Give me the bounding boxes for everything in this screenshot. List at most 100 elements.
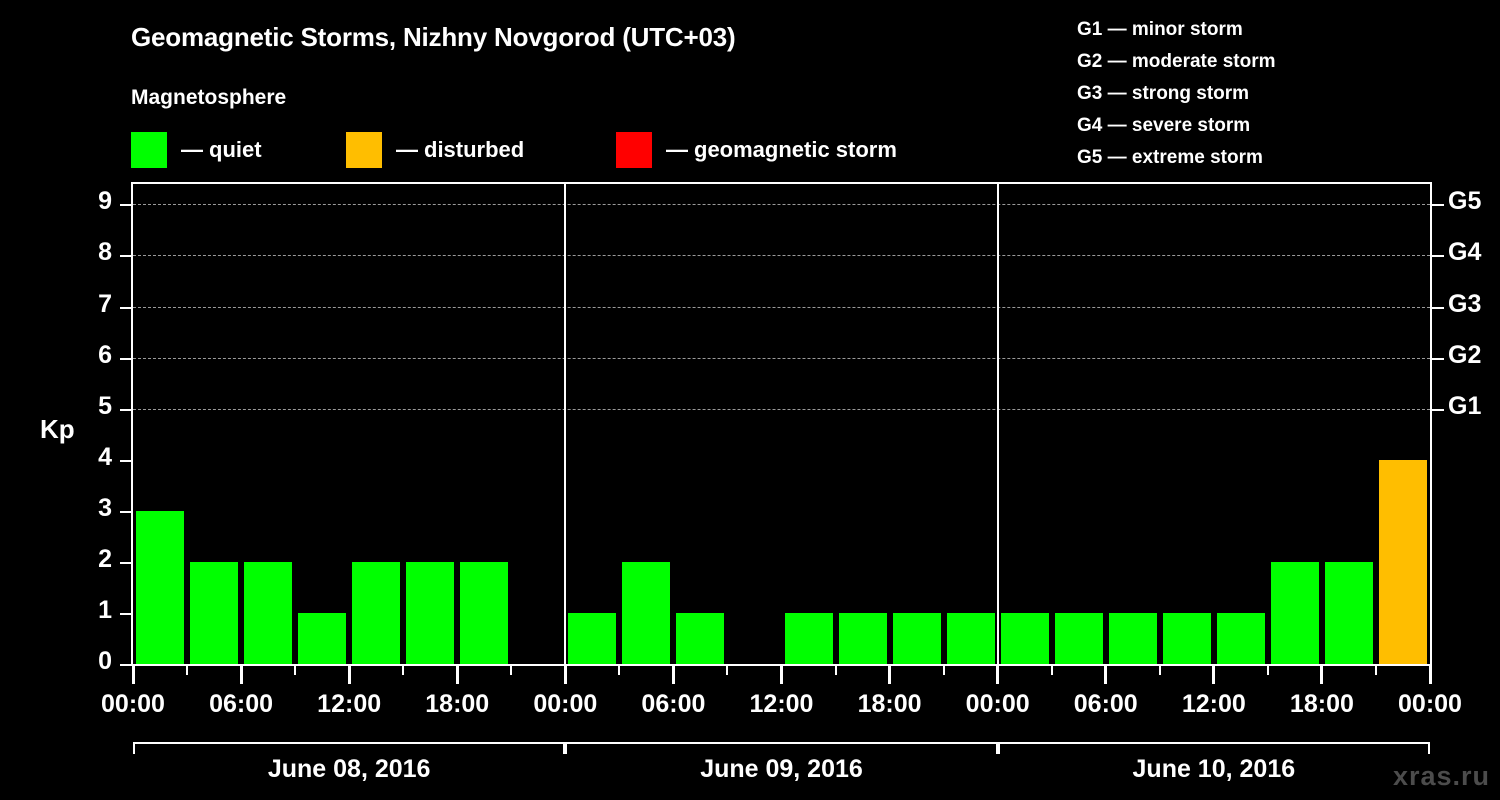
gridline [133,255,1430,257]
day-separator [996,184,999,664]
chart-bar [622,561,671,664]
x-axis-label: 18:00 [857,690,922,718]
chart-bar [1000,612,1049,664]
y-axis-tick [120,561,131,564]
x-axis-label: 06:00 [1073,690,1138,718]
g-scale-tick [1432,408,1444,411]
y-axis-label: 0 [98,647,112,675]
x-axis-major-tick [455,666,459,684]
legend-swatch-icon [616,132,652,168]
legend-dash: — [181,137,203,162]
gridline [133,204,1430,206]
chart-bar [244,561,293,664]
chart-bar [568,612,617,664]
x-axis-minor-tick [294,666,297,675]
x-axis-major-tick [996,666,1000,684]
chart-bar [1216,612,1265,664]
chart-bar [460,561,509,664]
y-axis-tick [120,459,131,462]
y-axis-tick [120,612,131,615]
y-axis-label: 8 [98,238,112,267]
y-axis-tick [120,357,131,360]
x-axis-minor-tick [942,666,945,675]
chart-bar [298,612,347,664]
chart-bar [1324,561,1373,664]
x-axis-minor-tick [510,666,513,675]
gridline [133,357,1430,359]
x-axis-label: 12:00 [749,690,814,718]
y-axis-tick [120,255,131,258]
y-axis-label: 2 [98,544,112,573]
y-axis-label: 6 [98,340,112,369]
x-axis-major-tick [1320,666,1324,684]
y-axis-label: 4 [98,442,112,471]
x-axis-minor-tick [1374,666,1377,675]
chart-plot-area [131,182,1432,666]
x-axis-label: 00:00 [965,690,1030,718]
y-axis-tick [120,204,131,207]
x-axis-label: 00:00 [1398,690,1462,718]
g-scale-label: G4 [1448,238,1482,267]
x-axis-minor-tick [1266,666,1269,675]
x-axis-label: 00:00 [533,690,598,718]
chart-bar [1054,612,1103,664]
day-bracket [565,742,998,754]
y-axis-label: 3 [98,493,112,522]
legend-swatch-icon [346,132,382,168]
x-axis-label: 12:00 [1181,690,1246,718]
storm-scale-legend: G1 — minor storm G2 — moderate storm G3 — … [1077,14,1276,174]
legend-dash: — [666,137,688,162]
y-axis-tick [120,306,131,309]
legend-label: — geomagnetic storm [666,137,897,162]
day-bracket [997,742,1430,754]
storm-scale-legend-line: G5 — extreme storm [1077,147,1263,168]
storm-scale-legend-line: G3 — strong storm [1077,83,1250,104]
x-axis-minor-tick [186,666,189,675]
legend-item-quiet: — quiet [131,132,262,168]
x-axis-major-tick [1428,666,1432,684]
chart-bar [784,612,833,664]
storm-scale-legend-line: G2 — moderate storm [1077,51,1276,72]
day-label: June 08, 2016 [267,755,431,783]
x-axis-minor-tick [402,666,405,675]
page-title: Geomagnetic Storms, Nizhny Novgorod (UTC… [131,22,736,52]
watermark: xras.ru [1392,761,1490,791]
legend-item-disturbed: — disturbed [346,132,524,168]
g-scale-tick [1432,204,1444,207]
chart-bar [838,612,887,664]
gridline [133,306,1430,308]
g-scale-label: G3 [1448,289,1482,318]
legend-dash: — [396,137,418,162]
chart-bar [676,612,725,664]
x-axis-minor-tick [1050,666,1053,675]
x-axis-label: 18:00 [1289,690,1354,718]
g-scale-tick [1432,357,1444,360]
x-axis-major-tick [1104,666,1108,684]
legend-label: — disturbed [396,137,525,162]
y-axis-tick [120,664,131,666]
g-scale-tick [1432,306,1444,309]
chart-bar [892,612,941,664]
day-separator [564,184,567,664]
x-axis-major-tick [563,666,567,684]
x-axis-minor-tick [834,666,837,675]
x-axis-major-tick [780,666,783,684]
g-scale-label: G2 [1448,340,1482,369]
chart-bar [1162,612,1211,664]
x-axis-major-tick [131,666,135,684]
day-label: June 09, 2016 [700,755,863,783]
y-axis-tick [120,510,131,513]
legend-label: — quiet [181,137,262,162]
day-label: June 10, 2016 [1132,755,1296,783]
x-axis-major-tick [239,666,243,684]
x-axis-minor-tick [1158,666,1161,675]
y-axis-label: 7 [98,289,112,318]
x-axis-major-tick [1212,666,1216,684]
chart-bar [136,510,185,664]
chart-bar [1108,612,1157,664]
day-bracket [133,742,566,754]
x-axis-label: 12:00 [317,690,382,718]
y-axis-tick [120,408,131,411]
y-axis-title: Kp [40,414,75,444]
g-scale-label: G1 [1448,391,1482,420]
